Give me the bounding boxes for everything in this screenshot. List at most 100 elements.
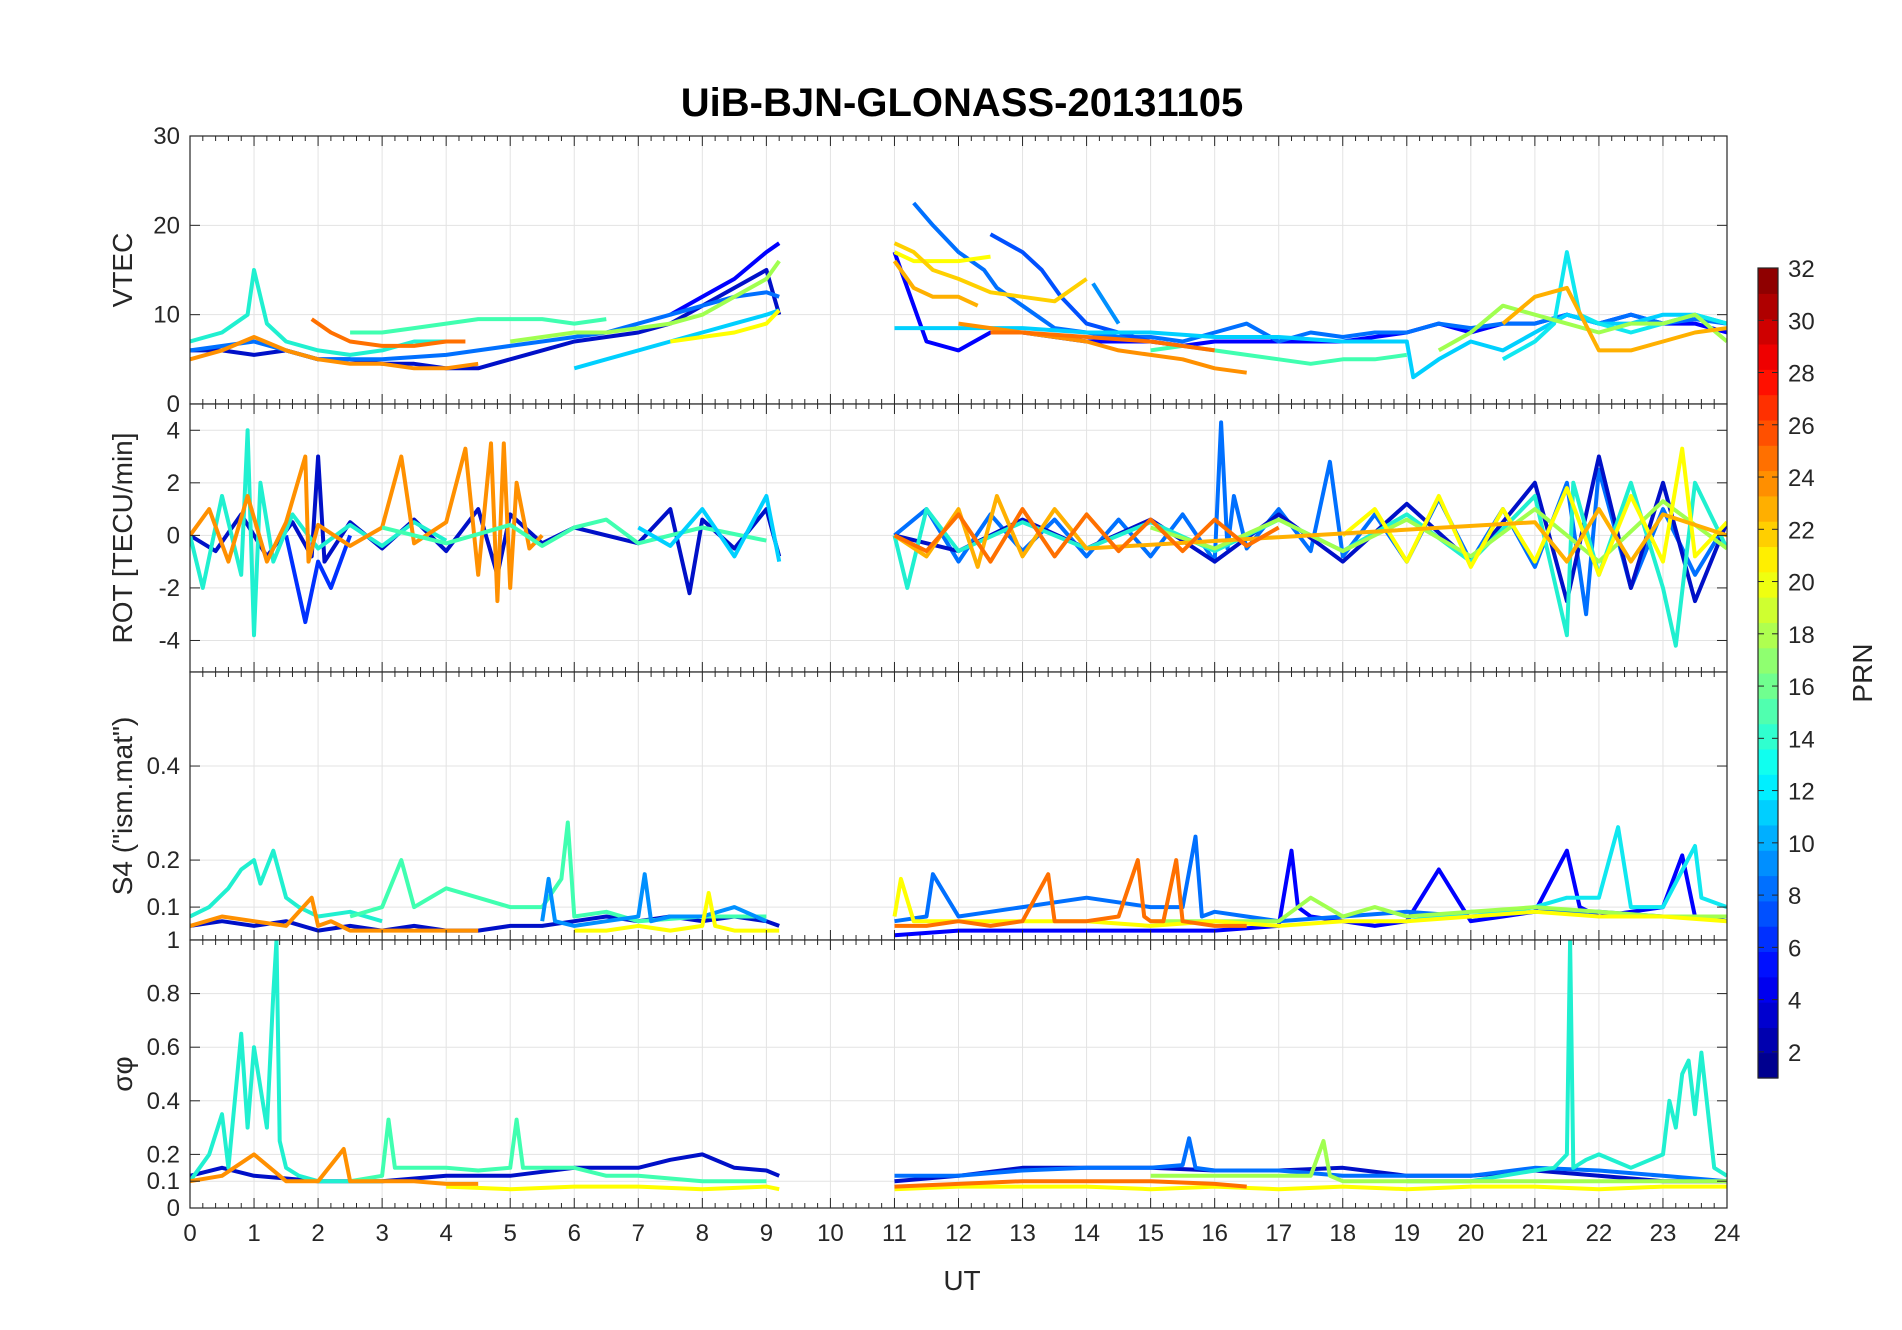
- x-tick-label: 21: [1522, 1220, 1549, 1247]
- colorbar-segment: [1758, 445, 1778, 472]
- y-tick-label: 0.4: [147, 753, 180, 780]
- colorbar-tick-label: 6: [1788, 935, 1801, 962]
- colorbar-segment: [1758, 1052, 1778, 1079]
- colorbar-tick-label: 20: [1788, 570, 1815, 597]
- x-tick-label: 4: [439, 1220, 452, 1247]
- colorbar-tick-label: 4: [1788, 988, 1801, 1015]
- colorbar-segment: [1758, 647, 1778, 674]
- series-line-prn-21: [893, 241, 1088, 304]
- series-line-prn-12: [637, 494, 782, 562]
- colorbar-segment: [1758, 495, 1778, 522]
- y-axis-label: σφ: [107, 1056, 138, 1091]
- y-tick-label: 0: [167, 522, 180, 549]
- x-tick-label: 20: [1457, 1220, 1484, 1247]
- series-line-prn-20: [670, 308, 781, 344]
- series-line-prn-20: [1341, 446, 1727, 577]
- series-line-prn-14: [1406, 940, 1727, 1184]
- series-line-prn-24: [990, 330, 1215, 353]
- y-tick-label: 0.1: [147, 1168, 180, 1195]
- axes-frame: [189, 939, 1728, 1209]
- series-line-prn-23: [190, 1147, 479, 1186]
- x-tick-label: 10: [817, 1220, 844, 1247]
- y-tick-label: 0.8: [147, 981, 180, 1008]
- x-tick-label: 3: [375, 1220, 388, 1247]
- series-line-prn-23: [190, 335, 479, 371]
- panel-3: 0.1 0.2 0.4 S4 ("ism.mat"): [107, 671, 1728, 941]
- series-line-prn-22: [892, 259, 979, 308]
- colorbar-segment: [1758, 850, 1778, 877]
- colorbar-segment: [1758, 748, 1778, 775]
- x-tick-label: 17: [1265, 1220, 1292, 1247]
- colorbar-segment: [1758, 698, 1778, 725]
- series-line-prn-18: [1437, 303, 1727, 353]
- colorbar-tick-label: 8: [1788, 883, 1801, 910]
- series-line-prn-8: [893, 420, 1727, 617]
- x-tick-label: 16: [1201, 1220, 1228, 1247]
- colorbar-tick-label: 22: [1788, 517, 1815, 544]
- x-tick-label: 1: [247, 1220, 260, 1247]
- colorbar-segment: [1758, 521, 1778, 548]
- series-line-prn-22: [1501, 285, 1727, 353]
- series-line-prn-18: [1150, 895, 1727, 924]
- colorbar-segment: [1758, 976, 1778, 1003]
- y-tick-label: 0.2: [147, 847, 180, 874]
- colorbar-tick-label: 18: [1788, 622, 1815, 649]
- series-line-prn-20: [894, 1184, 1727, 1192]
- y-tick-label: 0.1: [147, 894, 180, 921]
- y-tick-label: 1: [167, 927, 180, 954]
- colorbar-segment: [1758, 951, 1778, 978]
- colorbar-tick-label: 10: [1788, 831, 1815, 858]
- series-line-prn-18: [509, 259, 781, 344]
- x-tick-label: 5: [504, 1220, 517, 1247]
- series-line-prn-16: [349, 1117, 767, 1184]
- colorbar-segment: [1758, 926, 1778, 953]
- x-tick-label: 23: [1650, 1220, 1677, 1247]
- series-line-prn-14: [190, 940, 383, 1184]
- colorbar-tick-label: 26: [1788, 413, 1815, 440]
- y-tick-label: 4: [167, 417, 180, 444]
- y-tick-label: -2: [159, 575, 180, 602]
- colorbar-segment: [1758, 571, 1778, 598]
- y-axis-label: S4 ("ism.mat"): [107, 717, 138, 896]
- colorbar-segment: [1758, 824, 1778, 851]
- colorbar-segment: [1758, 900, 1778, 927]
- y-tick-label: 0: [167, 1195, 180, 1222]
- colorbar-segment: [1758, 622, 1778, 649]
- series-line-prn-24: [894, 858, 1247, 928]
- colorbar-segment: [1758, 799, 1778, 826]
- colorbar-tick-label: 30: [1788, 308, 1815, 335]
- colorbar-frame: [1757, 267, 1779, 1079]
- colorbar-segment: [1758, 318, 1778, 345]
- series-line-prn-20: [574, 891, 780, 933]
- x-tick-label: 9: [760, 1220, 773, 1247]
- x-tick-label: 24: [1714, 1220, 1741, 1247]
- colorbar-tick-label: 2: [1788, 1040, 1801, 1067]
- series-line-prn-14: [190, 848, 383, 924]
- colorbar-segment: [1758, 470, 1778, 497]
- chart-title: UiB-BJN-GLONASS-20131105: [681, 81, 1243, 125]
- colorbar-tick-label: 14: [1788, 726, 1815, 753]
- series-line-prn-8: [190, 290, 780, 362]
- colorbar-tick-label: 16: [1788, 674, 1815, 701]
- x-tick-label: 18: [1329, 1220, 1356, 1247]
- colorbar-segment: [1758, 875, 1778, 902]
- colorbar-segment: [1758, 419, 1778, 446]
- x-axis-label: UT: [943, 1265, 980, 1296]
- colorbar-segment: [1758, 1027, 1778, 1054]
- colorbar-label: PRN: [1847, 643, 1878, 702]
- colorbar-segment: [1758, 343, 1778, 370]
- x-tick-label: 0: [183, 1220, 196, 1247]
- colorbar-segment: [1758, 723, 1778, 750]
- series-line-prn-18: [1150, 1139, 1727, 1184]
- series-line-prn-24: [310, 317, 466, 348]
- x-tick-label: 7: [632, 1220, 645, 1247]
- series-group: [190, 420, 1727, 648]
- series-line-prn-20: [892, 876, 1727, 928]
- x-tick-label: 11: [882, 1220, 907, 1247]
- series-line-prn-14: [892, 480, 1727, 648]
- series-line-prn-6: [284, 534, 352, 625]
- x-tick-label: 12: [945, 1220, 972, 1247]
- x-tick-label: 22: [1586, 1220, 1613, 1247]
